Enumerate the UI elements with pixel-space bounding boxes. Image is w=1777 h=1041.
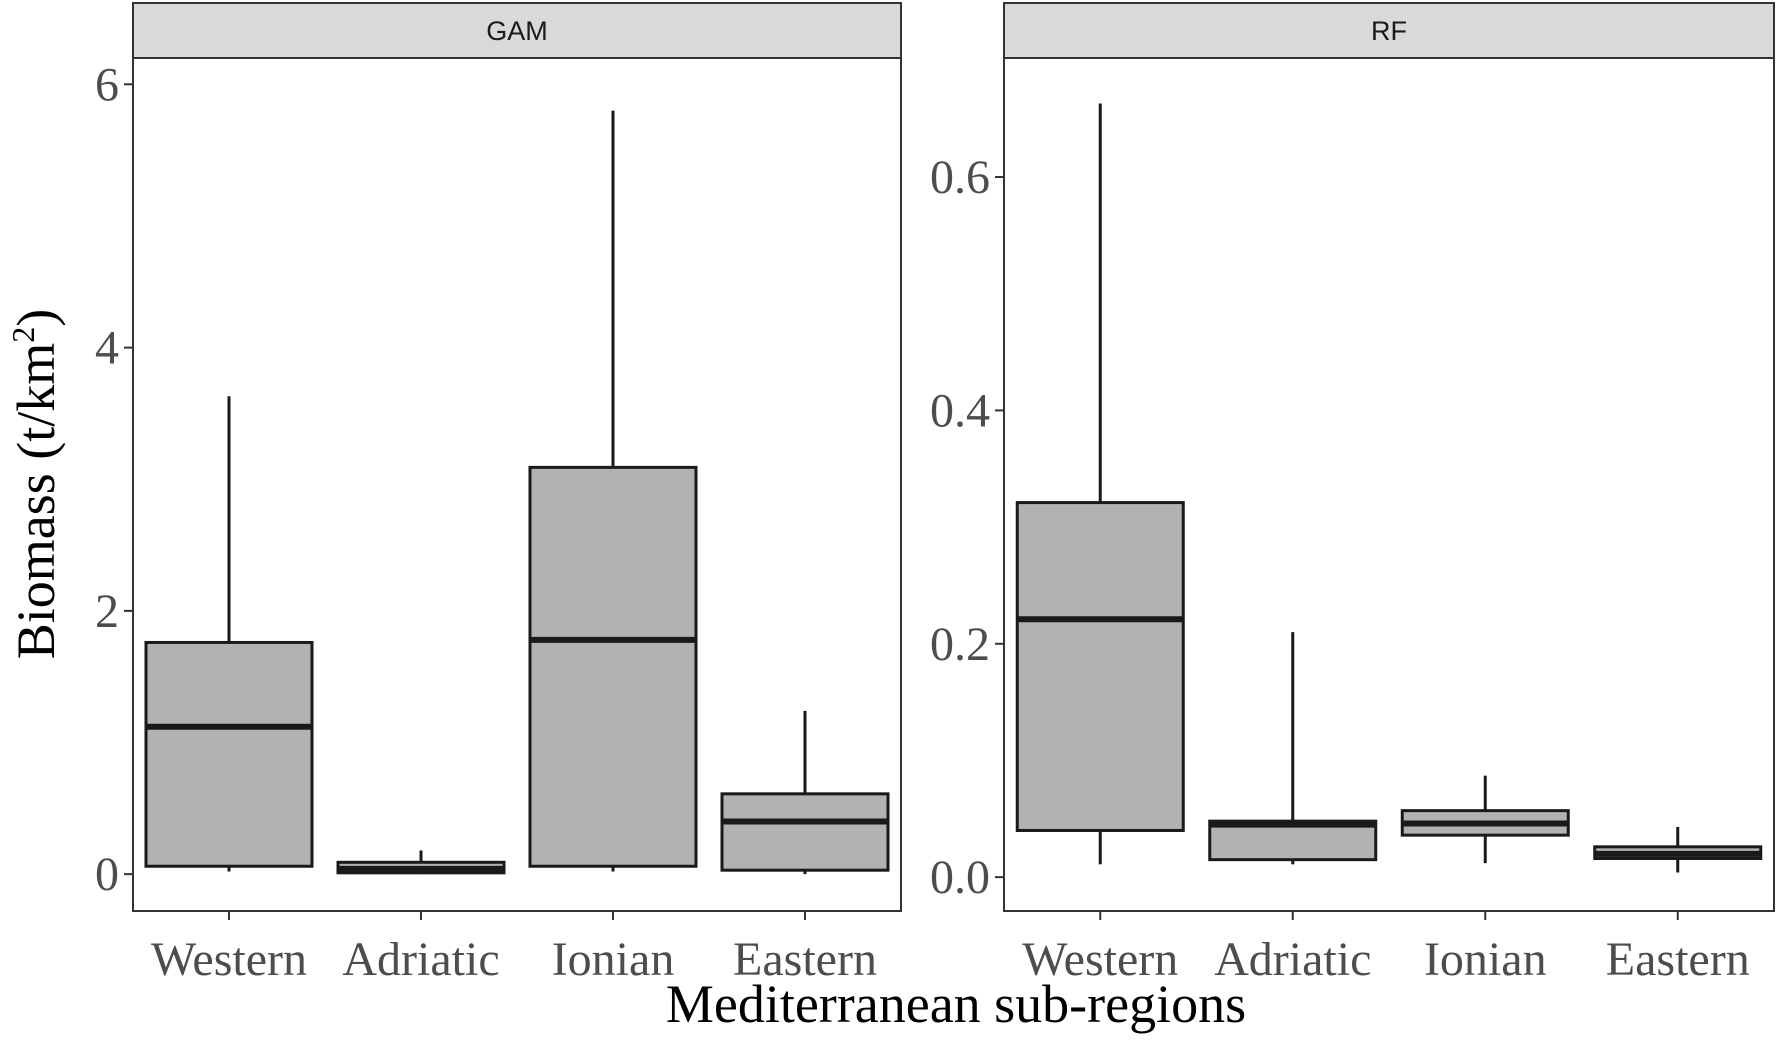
- facet-label-gam: GAM: [486, 16, 548, 46]
- box-body: [720, 792, 890, 872]
- plot-area-gam: [144, 110, 890, 875]
- box-eastern: [1593, 826, 1763, 873]
- y-axis-ticks-rf: 0.0 0.2 0.4 0.6 Western Adriatic Ionian Eastern: [930, 151, 1750, 986]
- y-axis-title-superscript: 2: [5, 327, 41, 343]
- x-tick-label: Adriatic: [1214, 933, 1371, 986]
- y-axis-ticks-gam: 0 2 4 6 Western Adriatic Ionian Eastern: [95, 58, 877, 986]
- panel-rf: RF 0.0 0.2 0.4 0.6 Western Adriatic Ionian East…: [930, 2, 1775, 986]
- box-western: [144, 396, 314, 872]
- facet-strip-gam: [132, 2, 902, 59]
- y-axis-title-main: Biomass (t/km: [6, 343, 66, 660]
- box-body: [144, 640, 314, 868]
- box-ionian: [1400, 775, 1570, 864]
- box-body: [1015, 501, 1185, 832]
- x-tick-label: Ionian: [552, 933, 675, 986]
- box-eastern: [720, 710, 890, 875]
- x-tick-label: Adriatic: [342, 933, 499, 986]
- box-adriatic: [1208, 632, 1378, 865]
- box-body: [528, 465, 698, 868]
- x-tick-label: Eastern: [733, 933, 877, 986]
- y-tick-label: 6: [95, 58, 119, 111]
- y-axis-title: Biomass (t/km2): [5, 309, 66, 660]
- facet-label-rf: RF: [1371, 16, 1407, 46]
- y-tick-label: 0.0: [930, 851, 990, 904]
- x-tick-label: Western: [151, 933, 307, 986]
- y-tick-label: 0.4: [930, 384, 990, 437]
- panel-gam: GAM 0 2 4 6 Western Adriatic Ionian Eastern: [95, 2, 902, 986]
- y-tick-label: 0.6: [930, 151, 990, 204]
- y-axis-title-suffix: ): [6, 309, 66, 327]
- panel-border-gam: [132, 57, 902, 912]
- plot-area-rf: [1015, 103, 1763, 873]
- x-tick-label: Eastern: [1606, 933, 1750, 986]
- panel-border-rf: [1003, 57, 1775, 912]
- box-adriatic: [336, 850, 506, 875]
- x-axis-title: Mediterranean sub-regions: [666, 974, 1246, 1034]
- y-tick-label: 2: [95, 585, 119, 638]
- box-western: [1015, 103, 1185, 865]
- facet-strip-rf: [1003, 2, 1775, 59]
- y-tick-label: 0: [95, 848, 119, 901]
- x-tick-label: Ionian: [1424, 933, 1547, 986]
- x-tick-label: Western: [1022, 933, 1178, 986]
- y-tick-label: 0.2: [930, 618, 990, 671]
- box-ionian: [528, 110, 698, 872]
- y-tick-label: 4: [95, 322, 119, 375]
